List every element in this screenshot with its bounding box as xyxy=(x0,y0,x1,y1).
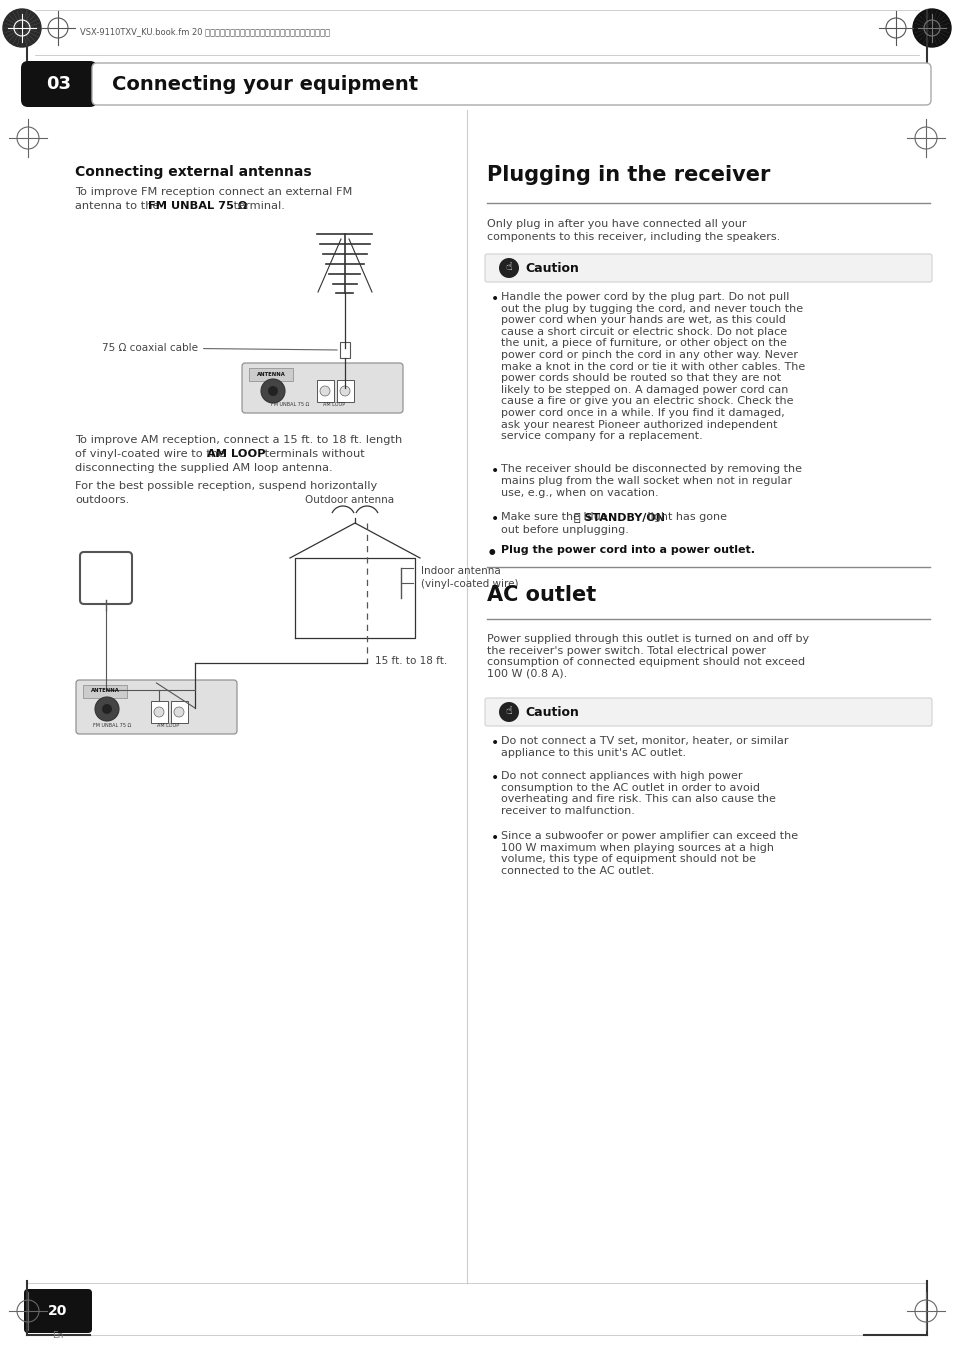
Text: 15 ft. to 18 ft.: 15 ft. to 18 ft. xyxy=(375,657,447,666)
Text: Caution: Caution xyxy=(524,262,578,274)
Text: light has gone: light has gone xyxy=(643,512,726,521)
Text: •: • xyxy=(491,465,498,478)
Text: Only plug in after you have connected all your: Only plug in after you have connected al… xyxy=(486,219,745,230)
Text: ⏻ STANDBY/ON: ⏻ STANDBY/ON xyxy=(574,512,664,521)
FancyBboxPatch shape xyxy=(24,1289,91,1333)
Text: En: En xyxy=(52,1331,64,1340)
FancyBboxPatch shape xyxy=(21,61,97,107)
Text: components to this receiver, including the speakers.: components to this receiver, including t… xyxy=(486,232,780,242)
Text: Handle the power cord by the plug part. Do not pull
out the plug by tugging the : Handle the power cord by the plug part. … xyxy=(500,292,804,442)
Bar xyxy=(151,701,168,723)
Text: Since a subwoofer or power amplifier can exceed the
100 W maximum when playing s: Since a subwoofer or power amplifier can… xyxy=(500,831,798,875)
Text: ☝: ☝ xyxy=(505,707,512,716)
Text: ANTENNA: ANTENNA xyxy=(91,689,119,693)
Circle shape xyxy=(173,707,184,717)
Text: To improve AM reception, connect a 15 ft. to 18 ft. length: To improve AM reception, connect a 15 ft… xyxy=(75,435,402,444)
Text: 75 Ω coaxial cable: 75 Ω coaxial cable xyxy=(102,343,336,353)
Text: 03: 03 xyxy=(47,76,71,93)
Circle shape xyxy=(268,386,277,396)
Text: terminals without: terminals without xyxy=(261,449,364,459)
FancyBboxPatch shape xyxy=(76,680,236,734)
Bar xyxy=(336,380,354,403)
Text: Make sure the blue: Make sure the blue xyxy=(500,512,611,521)
Text: outdoors.: outdoors. xyxy=(75,494,129,505)
Bar xyxy=(339,342,350,358)
Text: Indoor antenna: Indoor antenna xyxy=(420,566,500,576)
Text: ☝: ☝ xyxy=(505,262,512,272)
Circle shape xyxy=(498,703,518,721)
Text: Plug the power cord into a power outlet.: Plug the power cord into a power outlet. xyxy=(500,544,754,555)
Text: To improve FM reception connect an external FM: To improve FM reception connect an exter… xyxy=(75,186,352,197)
Text: •: • xyxy=(491,736,498,750)
Text: FM UNBAL 75 Ω: FM UNBAL 75 Ω xyxy=(271,403,309,407)
Text: •: • xyxy=(491,512,498,526)
Text: Power supplied through this outlet is turned on and off by
the receiver's power : Power supplied through this outlet is tu… xyxy=(486,634,808,678)
Text: AM LOOP: AM LOOP xyxy=(157,723,179,728)
Text: •: • xyxy=(491,292,498,305)
Text: •: • xyxy=(491,771,498,785)
Bar xyxy=(316,380,334,403)
Circle shape xyxy=(153,707,164,717)
Text: FM UNBAL 75 Ω: FM UNBAL 75 Ω xyxy=(148,201,247,211)
FancyBboxPatch shape xyxy=(242,363,402,413)
Text: of vinyl-coated wire to the: of vinyl-coated wire to the xyxy=(75,449,229,459)
Circle shape xyxy=(498,258,518,278)
Text: AM LOOP: AM LOOP xyxy=(323,403,345,407)
Text: 20: 20 xyxy=(49,1304,68,1319)
Circle shape xyxy=(102,704,112,713)
Text: Do not connect appliances with high power
consumption to the AC outlet in order : Do not connect appliances with high powe… xyxy=(500,771,775,816)
FancyBboxPatch shape xyxy=(484,254,931,282)
Text: Connecting your equipment: Connecting your equipment xyxy=(112,74,417,93)
FancyBboxPatch shape xyxy=(484,698,931,725)
Text: AC outlet: AC outlet xyxy=(486,585,596,605)
Text: •: • xyxy=(491,831,498,844)
Text: out before unplugging.: out before unplugging. xyxy=(500,526,628,535)
Circle shape xyxy=(339,386,350,396)
Text: AM LOOP: AM LOOP xyxy=(207,449,265,459)
FancyBboxPatch shape xyxy=(249,367,293,381)
Text: Connecting external antennas: Connecting external antennas xyxy=(75,165,312,178)
Text: antenna to the: antenna to the xyxy=(75,201,163,211)
Text: •: • xyxy=(486,544,497,563)
Text: VSX-9110TXV_KU.book.fm 20 ページ　２００６年４月４日　火曜日　午後５時１５分: VSX-9110TXV_KU.book.fm 20 ページ ２００６年４月４日 … xyxy=(80,27,330,36)
FancyBboxPatch shape xyxy=(91,63,930,105)
Circle shape xyxy=(3,9,41,47)
Circle shape xyxy=(319,386,330,396)
Text: For the best possible reception, suspend horizontally: For the best possible reception, suspend… xyxy=(75,481,376,490)
Text: Do not connect a TV set, monitor, heater, or similar
appliance to this unit's AC: Do not connect a TV set, monitor, heater… xyxy=(500,736,788,758)
Circle shape xyxy=(912,9,950,47)
Text: disconnecting the supplied AM loop antenna.: disconnecting the supplied AM loop anten… xyxy=(75,463,333,473)
Text: Outdoor antenna: Outdoor antenna xyxy=(305,494,394,505)
Text: ANTENNA: ANTENNA xyxy=(256,372,285,377)
Bar xyxy=(171,701,188,723)
Text: Plugging in the receiver: Plugging in the receiver xyxy=(486,165,770,185)
FancyBboxPatch shape xyxy=(83,685,127,698)
Text: terminal.: terminal. xyxy=(230,201,285,211)
Circle shape xyxy=(261,380,285,403)
Text: FM UNBAL 75 Ω: FM UNBAL 75 Ω xyxy=(92,723,132,728)
Text: The receiver should be disconnected by removing the
mains plug from the wall soc: The receiver should be disconnected by r… xyxy=(500,465,801,497)
Circle shape xyxy=(95,697,119,721)
Text: (vinyl-coated wire): (vinyl-coated wire) xyxy=(420,580,518,589)
Text: Caution: Caution xyxy=(524,705,578,719)
